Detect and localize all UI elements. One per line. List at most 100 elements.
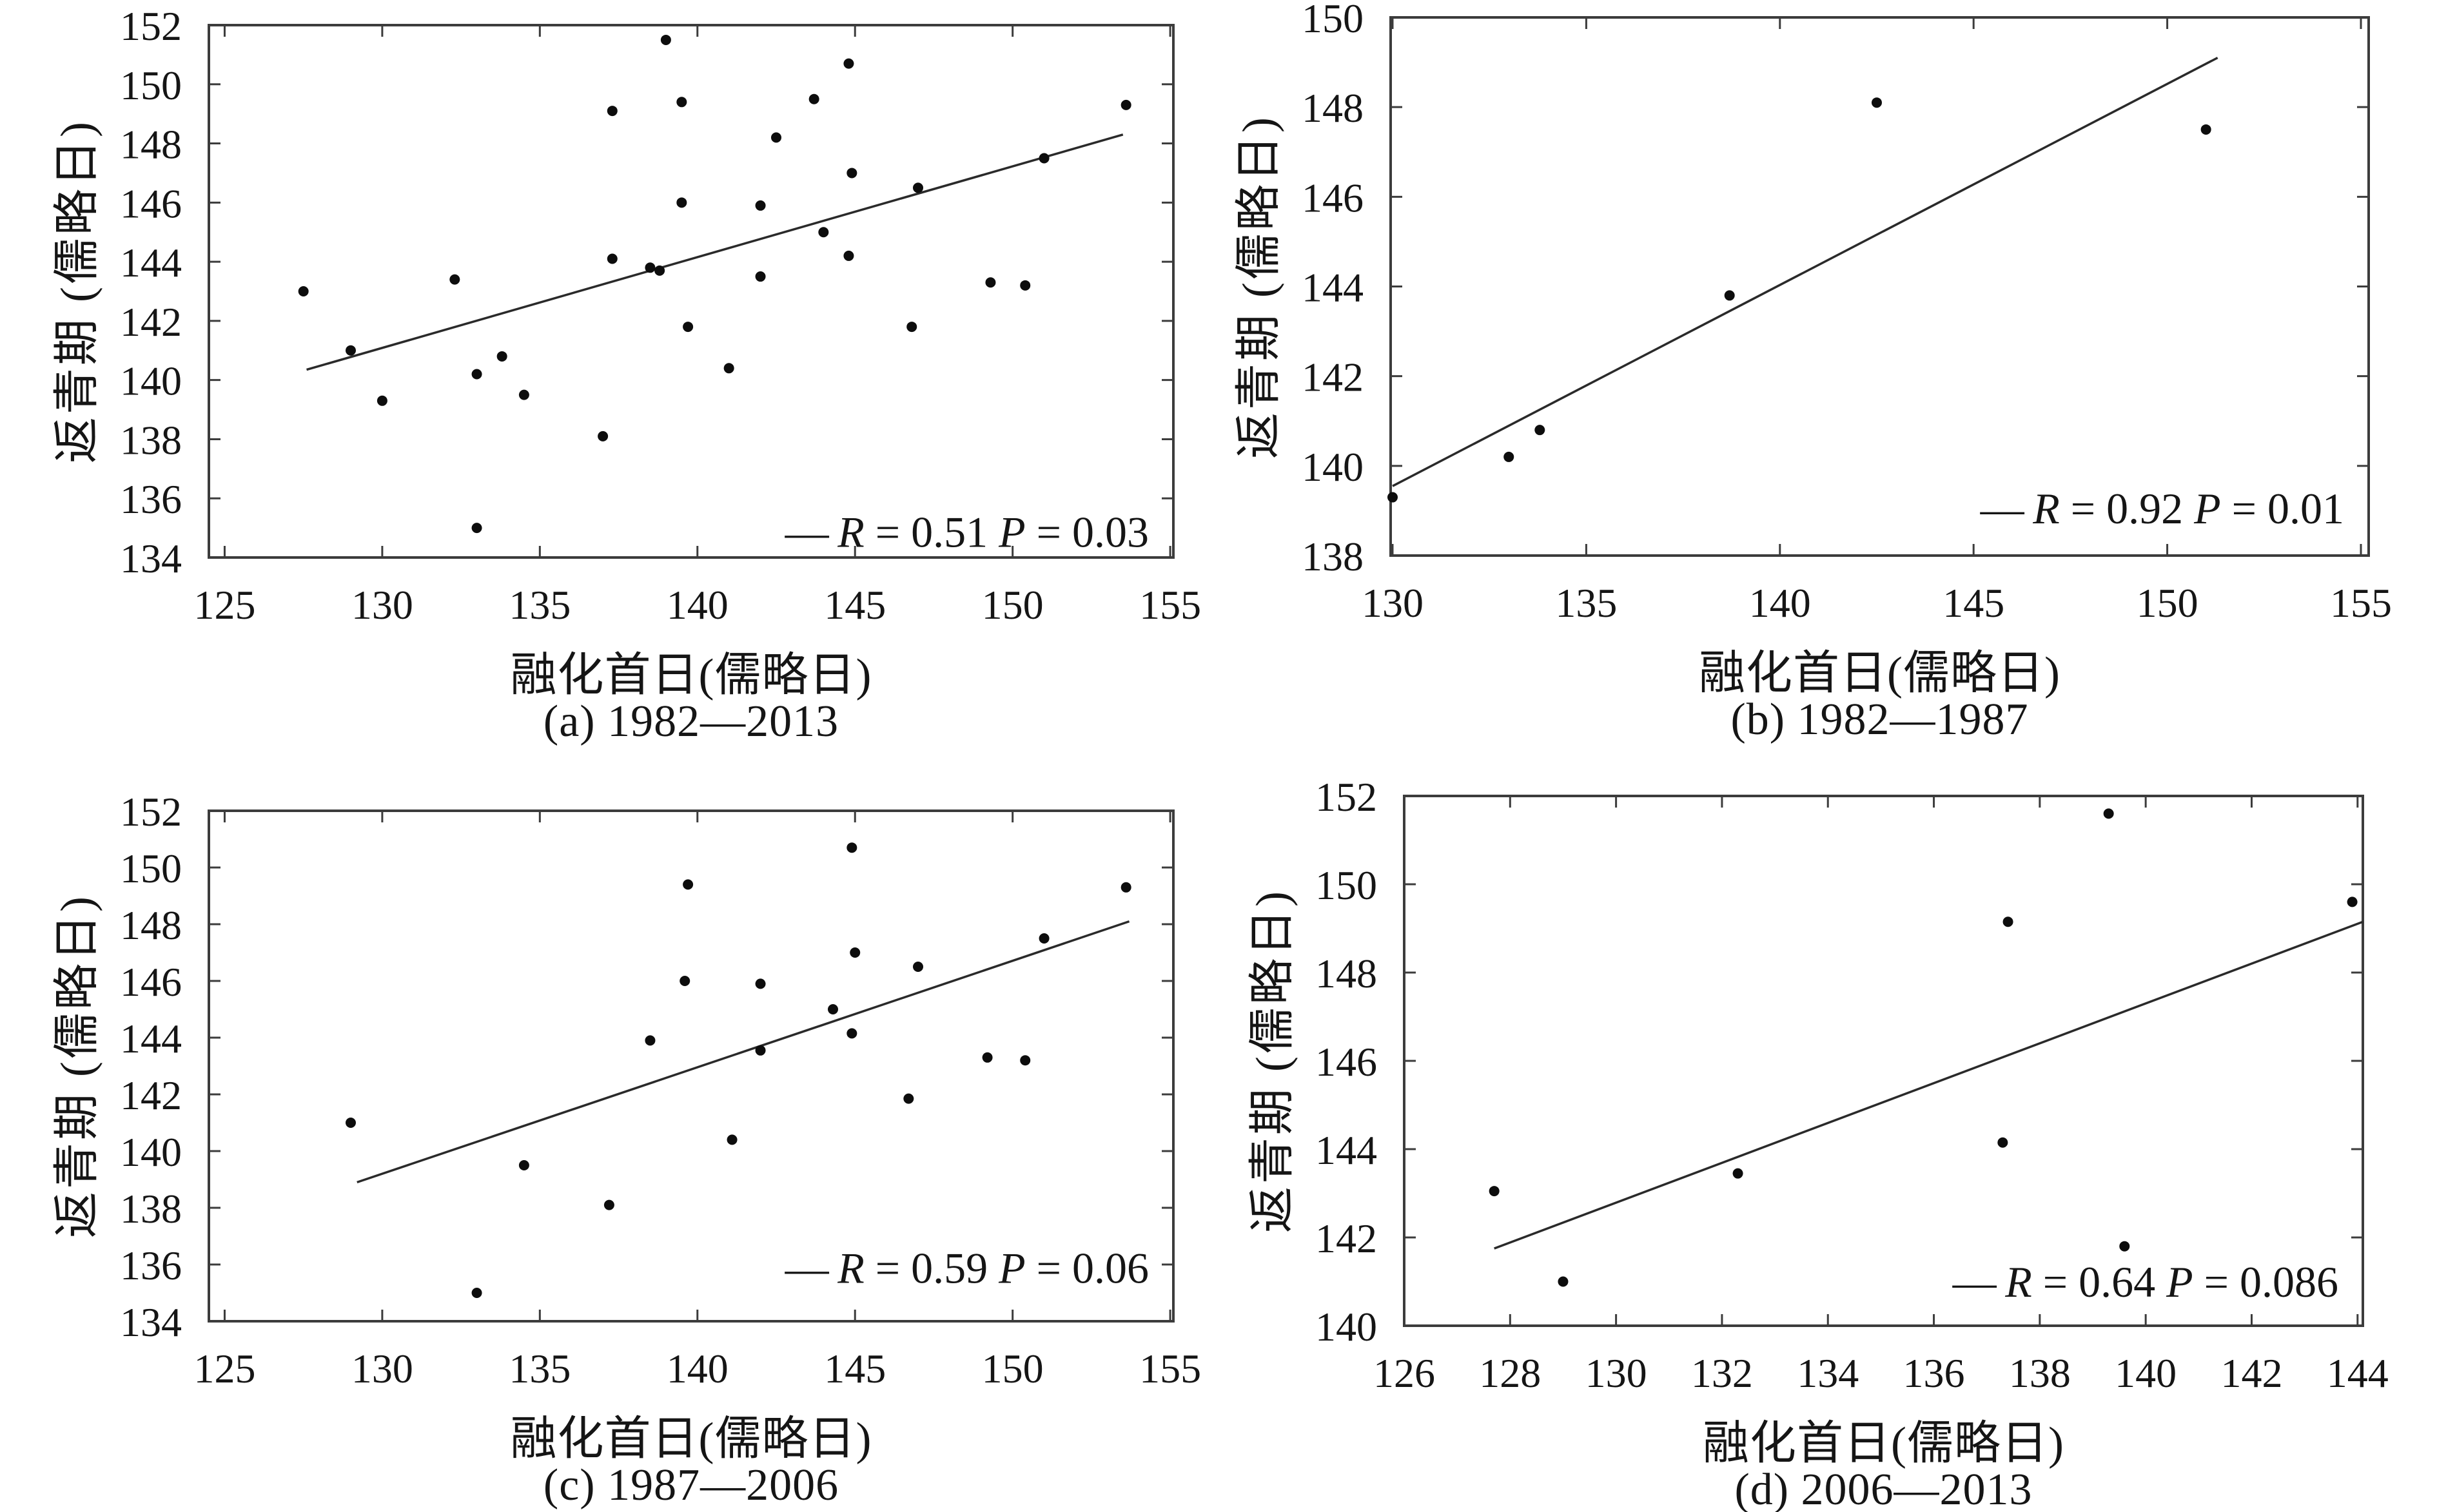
data-point <box>676 97 687 108</box>
trend-line <box>1494 920 2364 1250</box>
y-tick-label: 138 <box>120 1186 182 1232</box>
data-point <box>906 322 917 333</box>
data-point <box>471 369 482 380</box>
x-tick-label: 150 <box>982 582 1044 628</box>
data-point <box>471 1288 482 1298</box>
y-tick-label: 152 <box>120 789 182 835</box>
data-point <box>755 1045 766 1056</box>
data-point <box>598 431 609 441</box>
y-tick-label: 144 <box>1315 1127 1377 1173</box>
y-tick-label: 134 <box>120 1299 182 1345</box>
data-point <box>377 395 387 406</box>
y-axis-title-b: 返青期 (儒略日) <box>1233 114 1285 459</box>
data-point <box>723 363 734 374</box>
x-tick-label: 140 <box>667 582 729 628</box>
data-point <box>683 879 694 890</box>
data-point <box>346 1118 356 1128</box>
x-tick-label: 155 <box>2330 580 2392 626</box>
y-tick-label: 150 <box>120 63 182 108</box>
y-tick-label: 142 <box>120 299 182 345</box>
data-point <box>2119 1241 2130 1252</box>
data-point <box>518 389 529 400</box>
x-tick-label: 125 <box>193 1346 255 1391</box>
data-point <box>771 132 781 143</box>
scatter-plot-a: 125 130 135 140 145 150 155 134 136 138 140 142 144 1… <box>120 3 1201 628</box>
data-point <box>755 200 766 211</box>
x-axis-title-c: 融化首日(儒略日) <box>510 1413 872 1465</box>
data-point <box>683 322 694 333</box>
legend-text: — R = 0.51 P = 0.03 <box>785 507 1149 556</box>
x-tick-label: 128 <box>1479 1350 1541 1396</box>
data-point <box>913 182 923 193</box>
subplot-caption-c: (c) 1987—2006 <box>543 1460 839 1510</box>
x-tick-label: 140 <box>2115 1350 2177 1396</box>
data-point <box>1020 1055 1031 1066</box>
data-point <box>645 1035 656 1046</box>
data-point <box>828 1004 838 1014</box>
y-tick-label: 140 <box>120 358 182 404</box>
data-point <box>818 227 829 238</box>
plot-box <box>1403 795 2364 1327</box>
y-tick-label: 148 <box>120 122 182 168</box>
x-tick-label: 130 <box>1362 580 1424 626</box>
y-tick-label: 134 <box>120 536 182 581</box>
scatter-plot-b: 130 135 140 145 150 155 138 140 142 144 146 148 150 —… <box>1302 0 2392 626</box>
data-point <box>449 274 460 285</box>
data-point <box>1997 1137 2008 1148</box>
data-point <box>755 271 766 282</box>
data-point <box>346 345 356 356</box>
x-tick-label: 155 <box>1139 1346 1201 1391</box>
x-tick-label: 142 <box>2220 1350 2282 1396</box>
data-point <box>1724 290 1735 301</box>
trend-line <box>1392 57 2218 487</box>
data-point <box>1503 451 1514 462</box>
y-tick-label: 146 <box>120 180 182 226</box>
chart-cell-a: 125 130 135 140 145 150 155 134 136 138 140 142 144 1… <box>0 0 1218 756</box>
data-point <box>680 976 690 986</box>
chart-cell-b: 130 135 140 145 150 155 138 140 142 144 146 148 150 —… <box>1218 0 2437 756</box>
data-point <box>660 34 671 45</box>
x-tick-label: 145 <box>824 1346 886 1391</box>
y-tick-label: 150 <box>1302 0 1364 41</box>
y-tick-label: 146 <box>120 959 182 1005</box>
data-point <box>607 106 618 117</box>
x-tick-label: 126 <box>1373 1350 1435 1396</box>
x-tick-label: 155 <box>1139 582 1201 628</box>
data-point <box>843 58 854 69</box>
y-tick-label: 148 <box>1302 85 1364 131</box>
x-axis-title-b: 融化首日(儒略日) <box>1699 647 2060 699</box>
plot-box <box>1389 16 2370 557</box>
trend-line <box>306 133 1124 371</box>
data-point <box>676 197 687 208</box>
legend-text: — R = 0.92 P = 0.01 <box>1980 484 2344 533</box>
x-axis-title-a: 融化首日(儒略日) <box>510 649 872 701</box>
data-point <box>843 250 854 261</box>
data-point <box>982 1052 993 1063</box>
y-tick-label: 144 <box>120 240 182 286</box>
subplot-caption-b: (b) 1982—1987 <box>1730 695 2029 744</box>
data-point <box>1871 97 1882 108</box>
x-tick-label: 150 <box>2137 580 2198 626</box>
scatter-plot-c: 125 130 135 140 145 150 155 134 136 138 140 142 144 1… <box>120 789 1201 1391</box>
x-tick-label: 140 <box>1749 580 1811 626</box>
x-tick-label: 136 <box>1903 1350 1965 1396</box>
y-tick-label: 152 <box>1315 774 1377 820</box>
data-point <box>847 1028 857 1039</box>
y-axis-title-d: 返青期 (儒略日) <box>1246 889 1298 1233</box>
data-point <box>850 947 861 958</box>
y-tick-label: 136 <box>120 476 182 522</box>
chart-cell-c: 125 130 135 140 145 150 155 134 136 138 140 142 144 1… <box>0 756 1218 1512</box>
y-tick-label: 138 <box>1302 534 1364 579</box>
x-tick-label: 134 <box>1797 1350 1859 1396</box>
plot-box <box>208 24 1175 559</box>
y-tick-label: 150 <box>1315 862 1377 908</box>
data-point <box>1558 1276 1569 1287</box>
x-tick-label: 138 <box>2009 1350 2071 1396</box>
trend-line <box>357 920 1130 1184</box>
y-tick-label: 138 <box>120 417 182 463</box>
x-tick-label: 135 <box>509 582 571 628</box>
y-tick-label: 136 <box>120 1243 182 1288</box>
x-tick-label: 130 <box>1585 1350 1647 1396</box>
data-point <box>808 93 819 104</box>
